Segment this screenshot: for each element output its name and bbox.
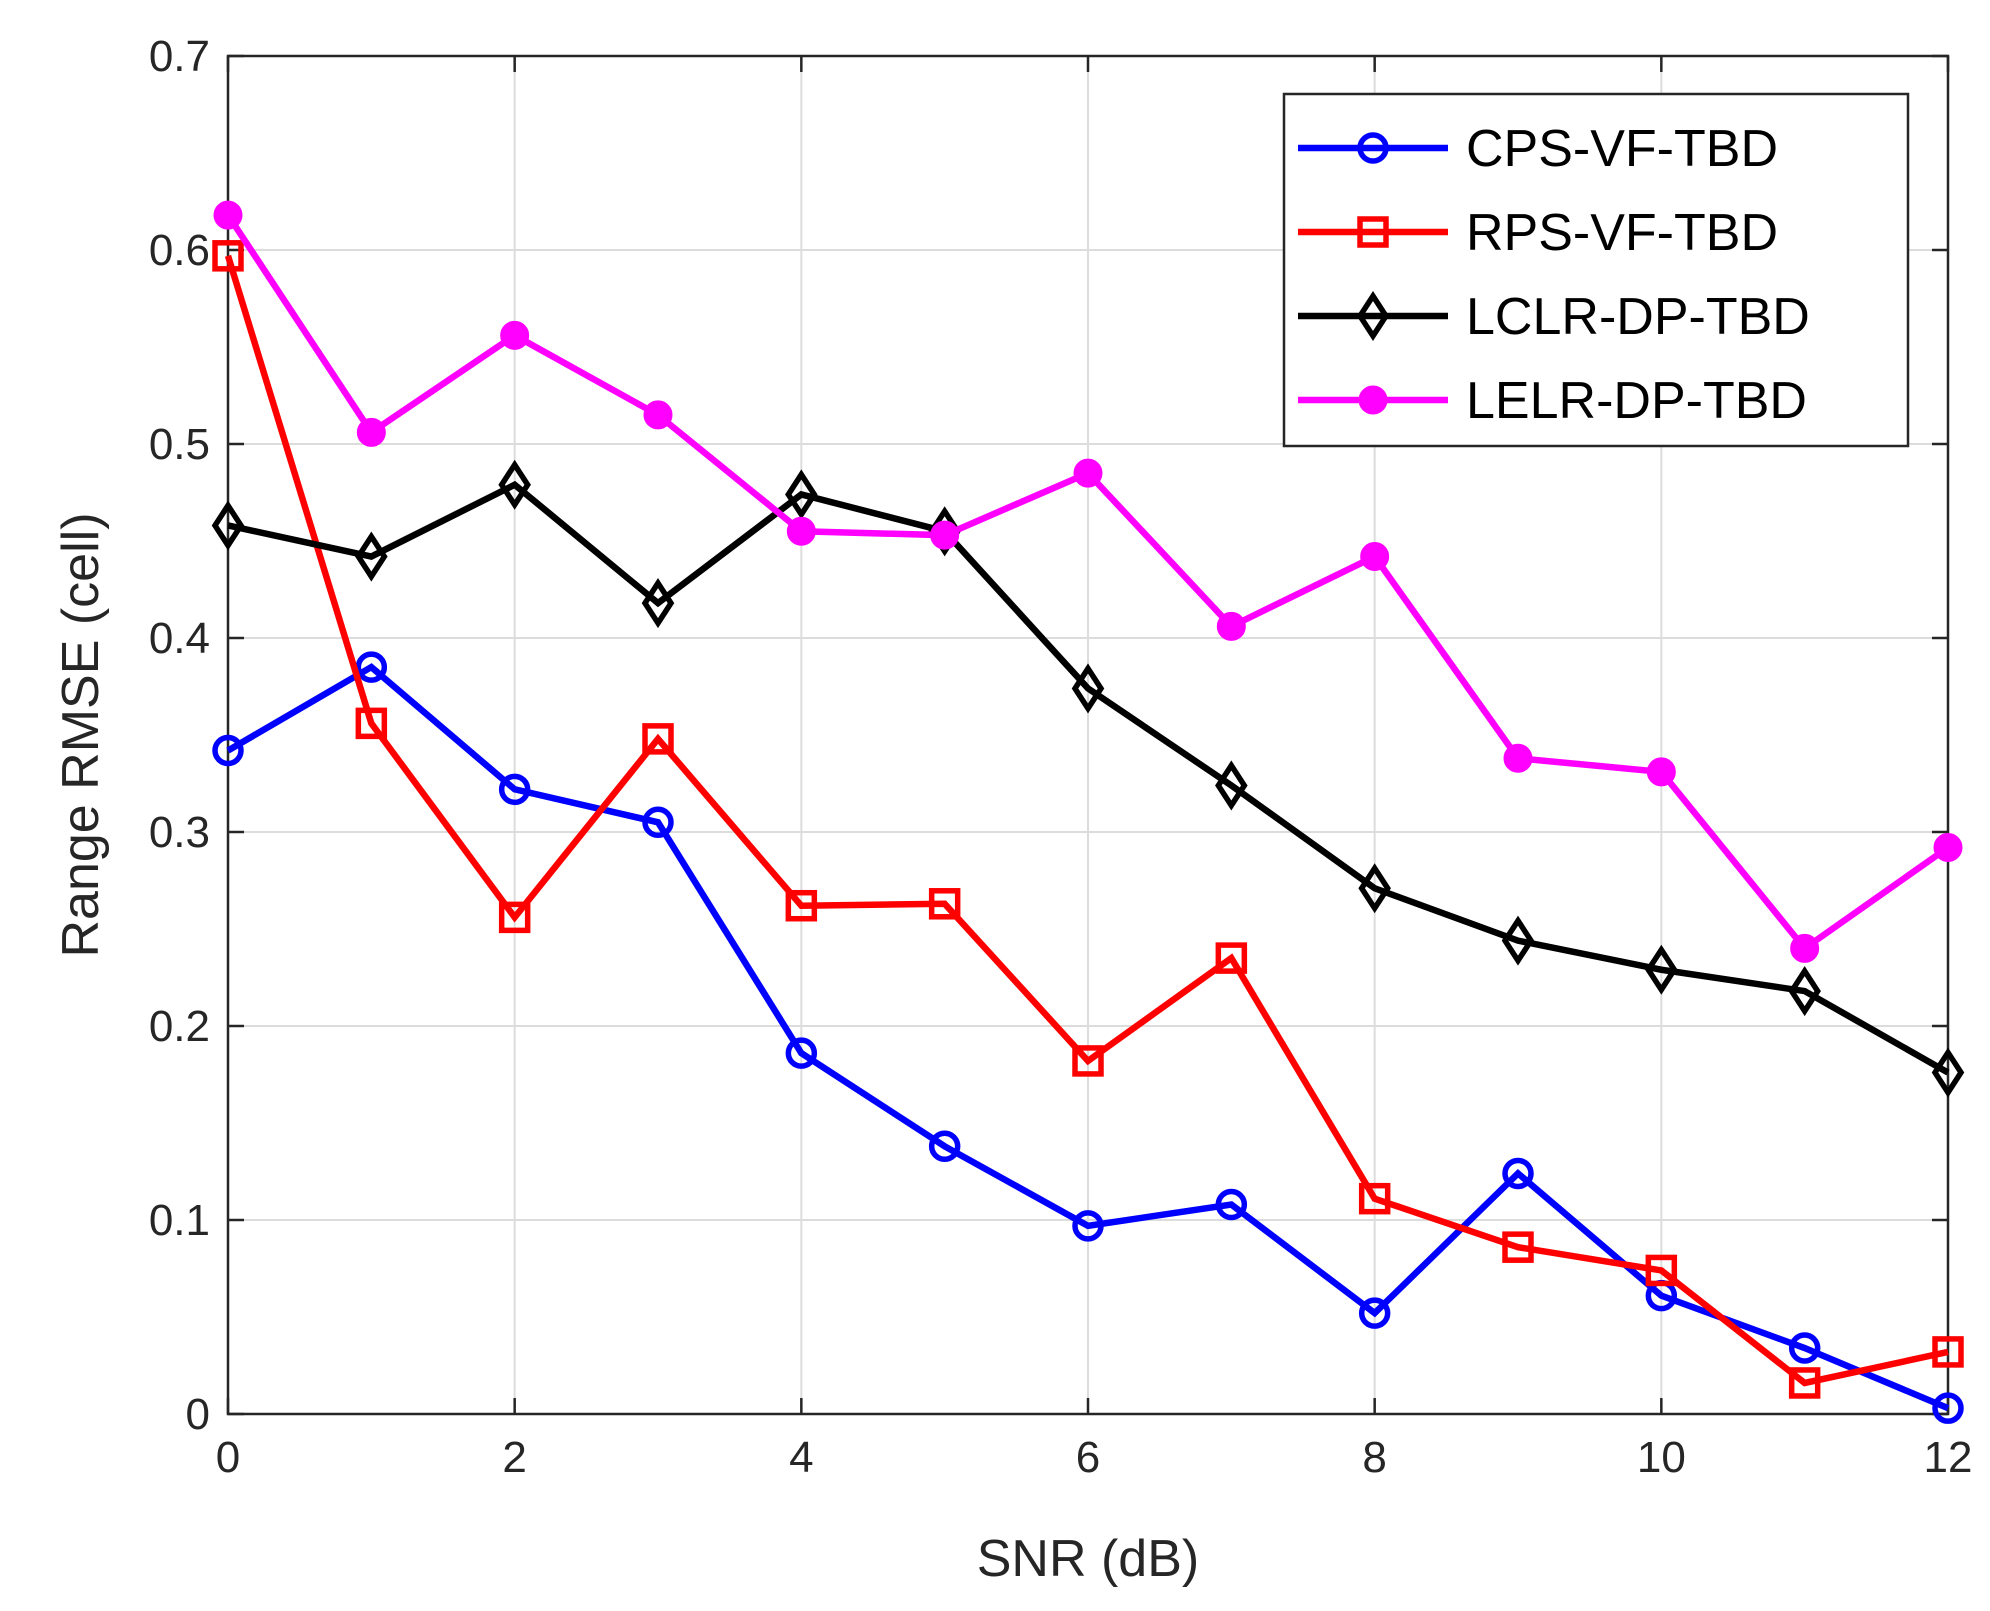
legend-label: LELR-DP-TBD bbox=[1466, 372, 1807, 430]
legend-marker bbox=[1356, 290, 1390, 342]
y-tick-label: 0.5 bbox=[149, 420, 210, 469]
data-point-lclr-dp-tbd bbox=[498, 459, 531, 510]
data-point-rps-vf-tbd bbox=[928, 888, 961, 920]
y-tick-label: 0.2 bbox=[149, 1002, 210, 1051]
legend-marker bbox=[1358, 385, 1388, 415]
y-tick-label: 0.6 bbox=[149, 226, 210, 275]
x-tick-label: 2 bbox=[502, 1433, 526, 1482]
data-point-lclr-dp-tbd bbox=[641, 578, 675, 629]
data-point-lelr-dp-tbd bbox=[500, 320, 530, 350]
data-point-lclr-dp-tbd bbox=[1788, 966, 1821, 1017]
data-point-lelr-dp-tbd bbox=[643, 400, 673, 430]
data-point-cps-vf-tbd bbox=[1215, 1188, 1248, 1221]
data-point-lelr-dp-tbd bbox=[1933, 833, 1963, 863]
data-point-cps-vf-tbd bbox=[498, 773, 531, 806]
legend-entry-lclr-dp-tbd: LCLR-DP-TBD bbox=[1298, 288, 1810, 346]
y-tick-label: 0.7 bbox=[149, 32, 210, 81]
data-point-cps-vf-tbd bbox=[642, 806, 674, 839]
x-tick-label: 4 bbox=[789, 1433, 813, 1482]
data-point-lelr-dp-tbd bbox=[1216, 611, 1246, 641]
series-rps-vf-tbd bbox=[212, 240, 1964, 1399]
legend-label: CPS-VF-TBD bbox=[1466, 120, 1778, 178]
y-tick-label: 0.4 bbox=[149, 614, 210, 663]
data-point-rps-vf-tbd bbox=[1072, 1045, 1104, 1077]
data-point-lclr-dp-tbd bbox=[1071, 663, 1105, 714]
series-line-lclr-dp-tbd bbox=[227, 480, 1950, 1076]
data-point-cps-vf-tbd bbox=[1358, 1297, 1391, 1329]
series-lelr-dp-tbd bbox=[213, 200, 1963, 963]
legend-marker bbox=[1357, 216, 1389, 248]
data-point-lclr-dp-tbd bbox=[785, 469, 818, 520]
legend-marker bbox=[1357, 132, 1389, 164]
legend-label: RPS-VF-TBD bbox=[1466, 204, 1778, 262]
data-point-cps-vf-tbd bbox=[212, 734, 244, 767]
data-point-lclr-dp-tbd bbox=[1501, 915, 1535, 966]
data-series bbox=[211, 200, 1965, 1424]
y-tick-label: 0.3 bbox=[149, 808, 210, 857]
data-point-lclr-dp-tbd bbox=[211, 500, 245, 551]
data-point-lelr-dp-tbd bbox=[1360, 542, 1390, 572]
data-point-lclr-dp-tbd bbox=[1358, 863, 1391, 914]
y-tick-label: 0 bbox=[186, 1390, 210, 1439]
data-point-cps-vf-tbd bbox=[1072, 1210, 1104, 1242]
data-point-rps-vf-tbd bbox=[1645, 1254, 1678, 1287]
data-point-rps-vf-tbd bbox=[642, 723, 674, 755]
data-point-lelr-dp-tbd bbox=[213, 200, 243, 230]
y-tick-label: 0.1 bbox=[149, 1196, 210, 1245]
x-tick-label: 10 bbox=[1637, 1433, 1686, 1482]
x-tick-label: 6 bbox=[1076, 1433, 1100, 1482]
y-axis-title: Range RMSE (cell) bbox=[52, 512, 110, 957]
data-point-rps-vf-tbd bbox=[1215, 942, 1248, 974]
legend-entry-cps-vf-tbd: CPS-VF-TBD bbox=[1298, 120, 1778, 178]
data-point-rps-vf-tbd bbox=[1358, 1182, 1391, 1215]
data-point-rps-vf-tbd bbox=[355, 707, 388, 740]
x-tick-label: 12 bbox=[1924, 1433, 1973, 1482]
data-point-lelr-dp-tbd bbox=[1646, 757, 1676, 787]
data-point-lelr-dp-tbd bbox=[930, 520, 960, 550]
legend-entry-rps-vf-tbd: RPS-VF-TBD bbox=[1298, 204, 1778, 262]
data-point-lelr-dp-tbd bbox=[356, 417, 386, 447]
data-point-cps-vf-tbd bbox=[1932, 1392, 1964, 1424]
data-point-rps-vf-tbd bbox=[212, 240, 244, 272]
data-point-lelr-dp-tbd bbox=[1503, 743, 1533, 773]
data-point-rps-vf-tbd bbox=[1788, 1367, 1821, 1399]
axis-ticks: 0 2 4 6 8 10 12 0 0.1 0.2 0.3 0.4 0.5 0.6 0.7 bbox=[149, 32, 1973, 1482]
data-point-lclr-dp-tbd bbox=[1215, 760, 1248, 811]
data-point-lelr-dp-tbd bbox=[1073, 458, 1103, 488]
data-point-cps-vf-tbd bbox=[1502, 1157, 1534, 1190]
data-point-lclr-dp-tbd bbox=[1645, 944, 1678, 995]
x-tick-label: 8 bbox=[1362, 1433, 1386, 1482]
data-point-lclr-dp-tbd bbox=[355, 531, 388, 582]
x-axis-title: SNR (dB) bbox=[977, 1530, 1199, 1588]
series-line-rps-vf-tbd bbox=[224, 254, 1949, 1387]
data-point-rps-vf-tbd bbox=[498, 901, 531, 934]
legend-entry-lelr-dp-tbd: LELR-DP-TBD bbox=[1298, 372, 1807, 430]
data-point-lelr-dp-tbd bbox=[786, 516, 816, 546]
data-point-cps-vf-tbd bbox=[355, 651, 388, 683]
legend-label: LCLR-DP-TBD bbox=[1466, 288, 1810, 346]
data-point-cps-vf-tbd bbox=[785, 1037, 818, 1069]
data-point-lclr-dp-tbd bbox=[1931, 1047, 1965, 1098]
data-point-rps-vf-tbd bbox=[1502, 1231, 1534, 1263]
data-point-cps-vf-tbd bbox=[1788, 1332, 1821, 1364]
data-point-cps-vf-tbd bbox=[928, 1130, 961, 1163]
data-point-lelr-dp-tbd bbox=[1790, 933, 1820, 963]
series-line-cps-vf-tbd bbox=[226, 663, 1950, 1412]
x-tick-label: 0 bbox=[216, 1433, 240, 1482]
legend: CPS-VF-TBD RPS-VF-TBD LCLR-DP-TBD LELR-DP-T… bbox=[1282, 92, 1910, 448]
data-point-rps-vf-tbd bbox=[1932, 1336, 1964, 1368]
data-point-rps-vf-tbd bbox=[785, 889, 818, 922]
